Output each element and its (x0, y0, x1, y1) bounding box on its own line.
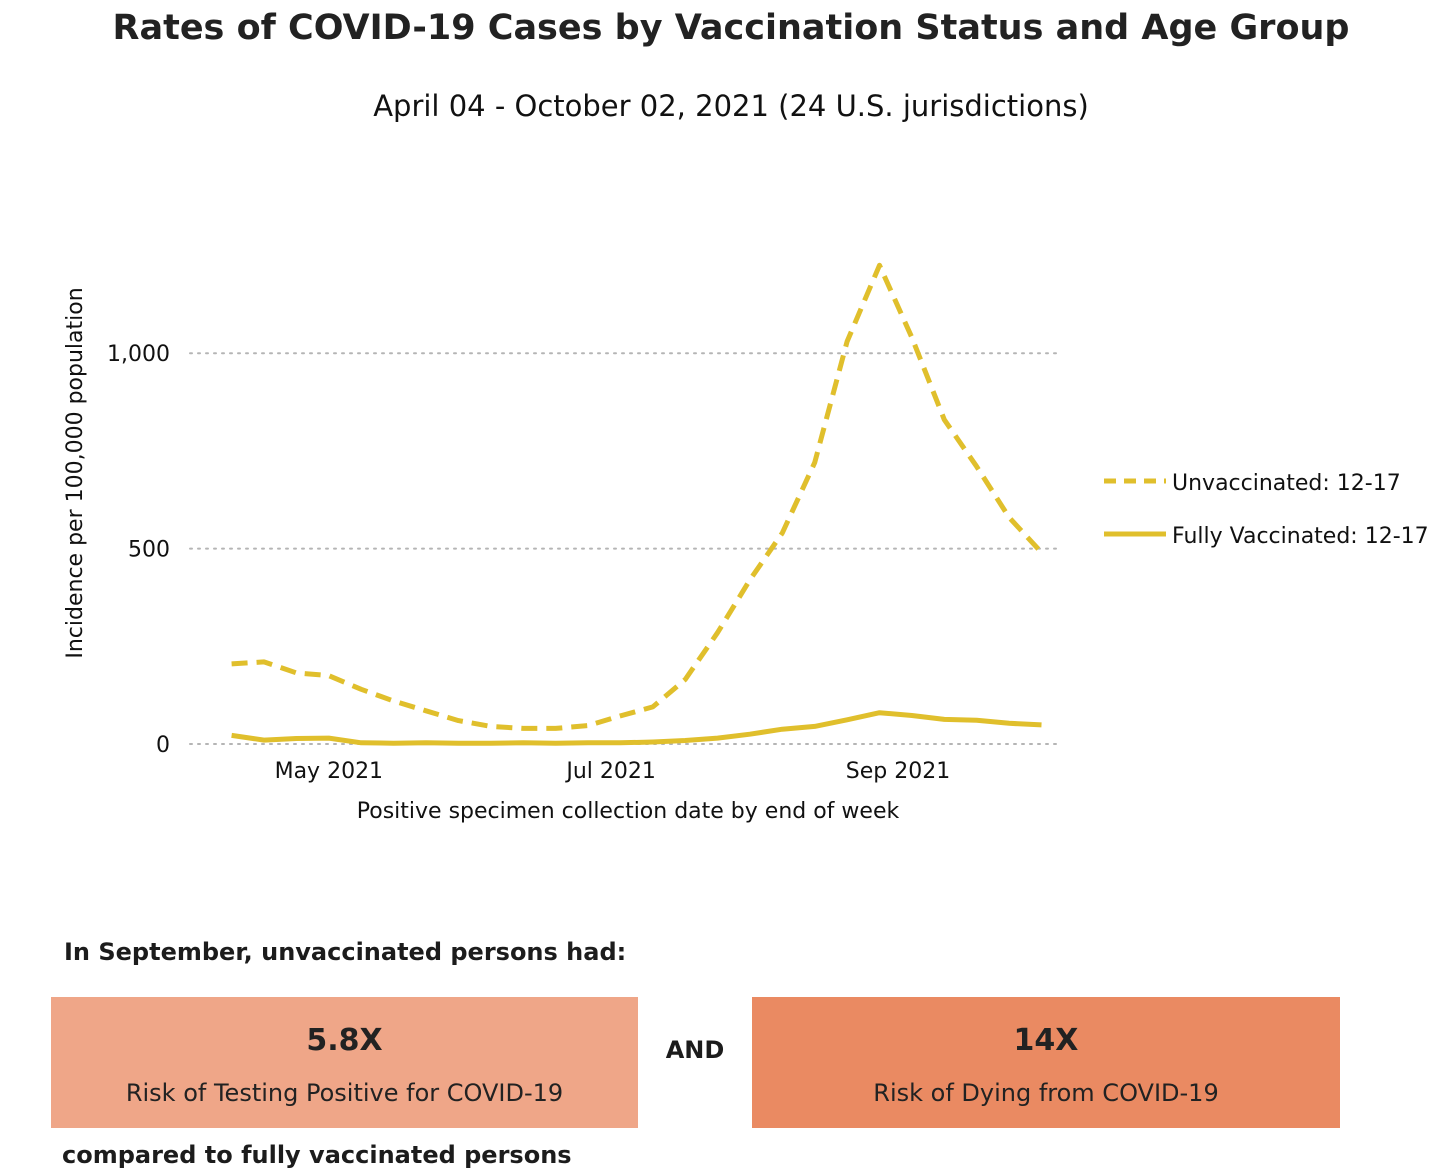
vaccinated-series-line (231, 710, 1042, 746)
summary-lead-text: In September, unvaccinated persons had: (64, 938, 627, 966)
y-tick-label: 0 (156, 733, 170, 758)
series-lines (231, 262, 1044, 746)
positive-risk-card: 5.8X Risk of Testing Positive for COVID-… (51, 997, 638, 1128)
positive-risk-value: 5.8X (306, 1023, 383, 1058)
y-tick-label: 500 (128, 538, 170, 563)
death-risk-card: 14X Risk of Dying from COVID-19 (752, 997, 1340, 1128)
death-risk-label: Risk of Dying from COVID-19 (873, 1079, 1219, 1107)
death-risk-value: 14X (1013, 1023, 1079, 1058)
legend-label: Fully Vaccinated: 12-17 (1172, 524, 1429, 549)
y-axis-ticks: 0 500 1,000 (107, 342, 170, 758)
legend: Unvaccinated: 12-17 Fully Vaccinated: 12-… (1104, 471, 1429, 549)
chart-title: Rates of COVID-19 Cases by Vaccination S… (112, 8, 1350, 48)
line-chart: 0 500 1,000 May 2021 Jul 2021 Sep 2021 Incid… (63, 262, 1429, 824)
x-axis-ticks: May 2021 Jul 2021 Sep 2021 (275, 759, 951, 784)
y-axis-label: Incidence per 100,000 population (63, 287, 88, 658)
legend-label: Unvaccinated: 12-17 (1172, 471, 1401, 496)
gridlines (189, 352, 1061, 745)
positive-risk-label: Risk of Testing Positive for COVID-19 (125, 1079, 564, 1107)
unvaccinated-series-line (231, 262, 1044, 731)
x-tick-label: Sep 2021 (846, 759, 950, 784)
y-tick-label: 1,000 (107, 342, 170, 367)
x-axis-label: Positive specimen collection date by end… (357, 799, 900, 824)
x-tick-label: Jul 2021 (564, 759, 656, 784)
x-tick-label: May 2021 (275, 759, 383, 784)
chart-subtitle: April 04 - October 02, 2021 (24 U.S. jur… (373, 89, 1089, 123)
and-connector: AND (665, 1036, 725, 1064)
summary-footer-text: compared to fully vaccinated persons (62, 1141, 572, 1169)
